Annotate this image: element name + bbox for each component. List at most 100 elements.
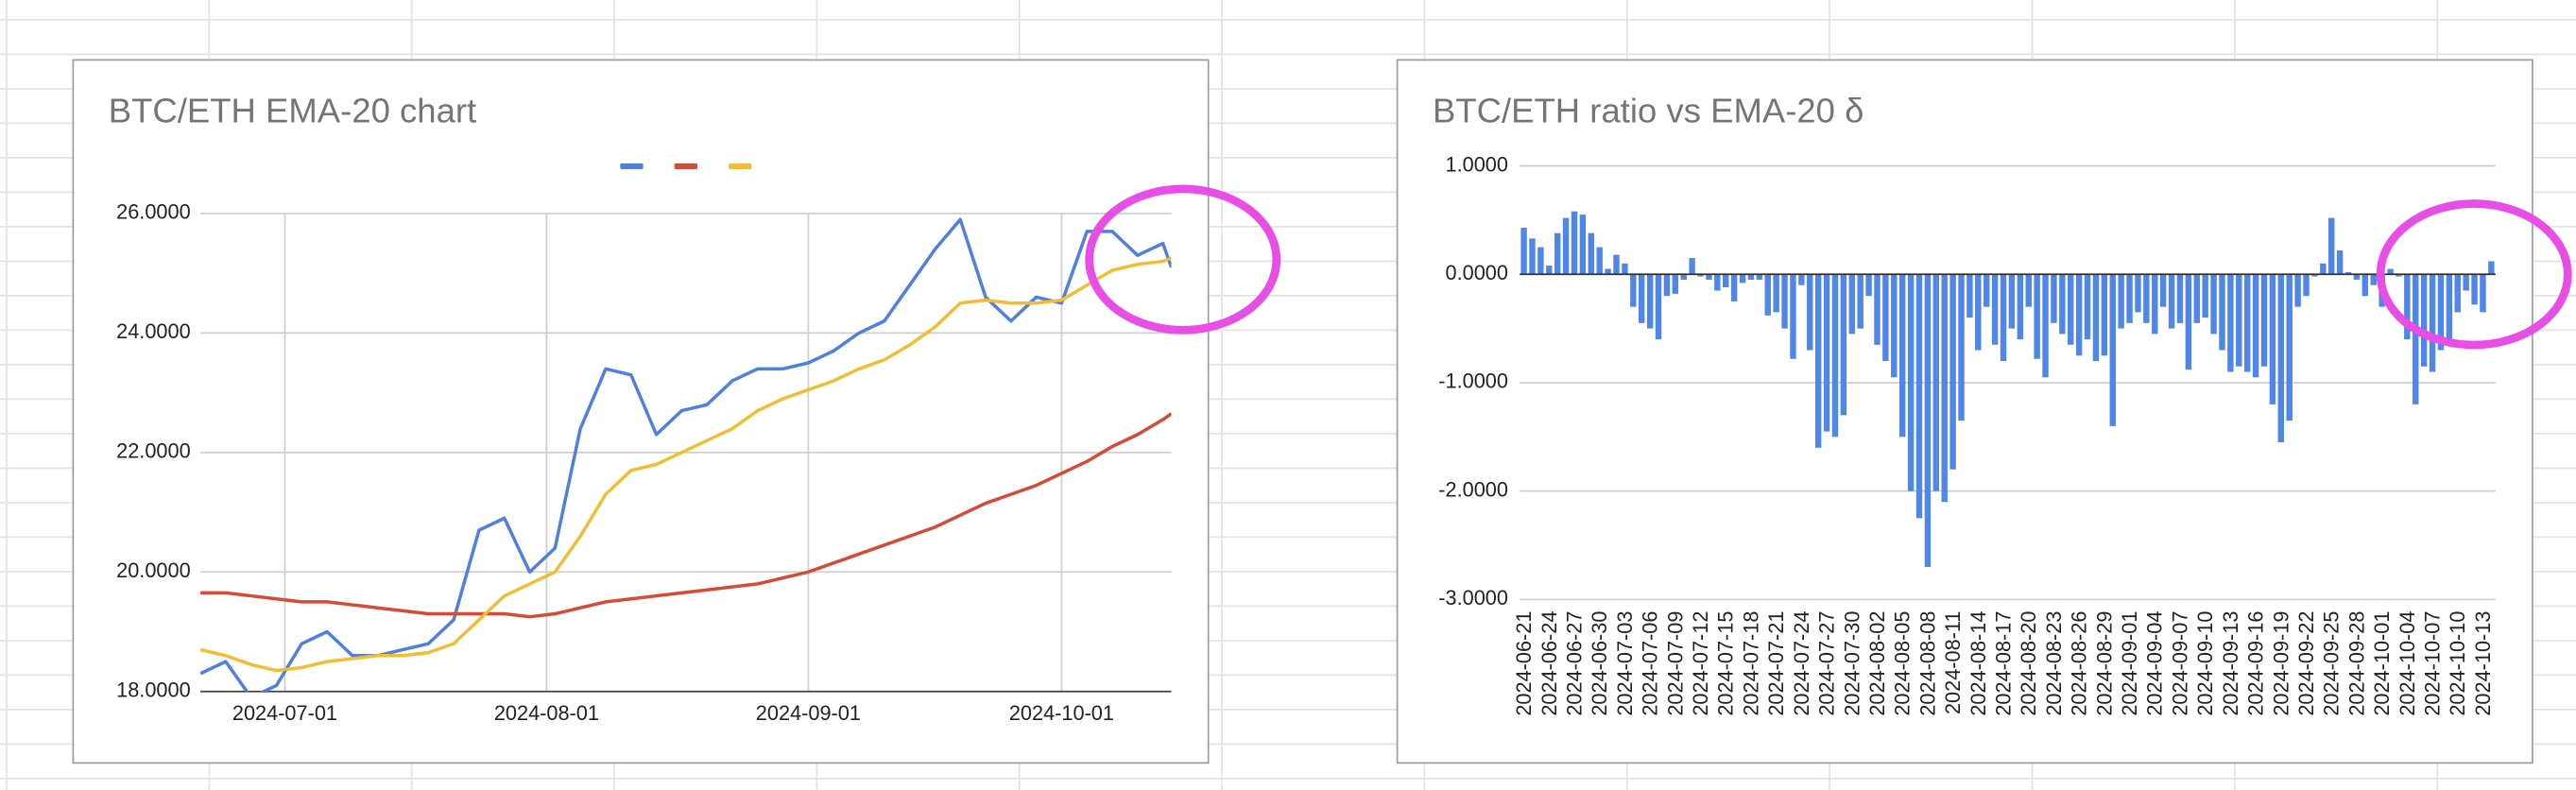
bar [1865, 274, 1872, 297]
legend-swatch [729, 163, 752, 170]
bar [2344, 271, 2352, 275]
bar [2143, 274, 2150, 323]
bar [2210, 274, 2217, 335]
x-tick-label: 2024-08-02 [1865, 611, 1889, 716]
x-tick-label: 2024-09-19 [2269, 611, 2293, 716]
bar [1807, 274, 1813, 351]
x-tick-label: 2024-08-14 [1966, 611, 1990, 716]
y-tick-label: 0.0000 [1446, 261, 1508, 284]
bar [2176, 274, 2184, 323]
bar [1823, 274, 1830, 432]
bar [1571, 211, 1578, 275]
series-line [200, 412, 1172, 619]
x-tick-label: 2024-09-10 [2193, 611, 2217, 716]
bar [1655, 274, 1662, 340]
x-tick-label: 2024-07-15 [1714, 611, 1738, 716]
bar [2488, 261, 2495, 275]
bar [2260, 274, 2268, 367]
y-tick-label: 1.0000 [1446, 152, 1508, 176]
bar [2328, 217, 2335, 275]
bar [2269, 274, 2276, 404]
bar [2396, 274, 2402, 277]
bar [2101, 274, 2108, 356]
x-tick-label: 2024-08-11 [1941, 611, 1965, 714]
x-tick-label: 2024-08-01 [494, 701, 599, 725]
bar [1537, 247, 1544, 275]
bar [1941, 274, 1948, 503]
x-tick-label: 2024-07-12 [1689, 611, 1712, 716]
bar [2075, 274, 2083, 356]
bar [2437, 274, 2445, 351]
bar [1975, 274, 1982, 351]
bar [2361, 274, 2369, 297]
x-tick-label: 2024-09-13 [2219, 611, 2242, 716]
y-tick-label: 20.0000 [116, 558, 191, 582]
series-line [200, 256, 1172, 673]
bar [2017, 274, 2024, 340]
chart-frame[interactable] [72, 59, 1210, 764]
bar [2387, 268, 2394, 275]
bar [1848, 274, 1855, 335]
bar [1596, 247, 1603, 275]
x-tick-label: 2024-07-24 [1790, 611, 1813, 716]
x-tick-label: 2024-08-17 [1991, 611, 2015, 716]
bar [1622, 263, 1628, 275]
x-tick-label: 2024-09-07 [2168, 611, 2191, 716]
bar [1730, 274, 1738, 301]
bar [1831, 274, 1839, 438]
bar [2463, 274, 2469, 291]
x-tick-label: 2024-09-01 [2118, 611, 2141, 716]
bar [2227, 274, 2234, 372]
bar [2446, 274, 2453, 340]
x-tick-label: 2024-07-27 [1815, 611, 1839, 716]
x-tick-label: 2024-09-01 [756, 701, 861, 725]
bar [2034, 274, 2040, 359]
bar [1966, 274, 1973, 318]
bar [2404, 274, 2411, 340]
legend-swatch [674, 163, 698, 170]
bar [2118, 274, 2124, 329]
bar [1907, 274, 1915, 491]
bar [2068, 274, 2074, 345]
x-tick-label: 2024-08-05 [1891, 611, 1915, 716]
bar [1562, 217, 1570, 275]
bar [2294, 274, 2301, 307]
bar [1857, 274, 1863, 329]
bar [2471, 274, 2478, 305]
bar [2042, 274, 2049, 378]
y-tick-label: 24.0000 [116, 319, 191, 343]
x-tick-label: 2024-08-26 [2068, 611, 2091, 716]
bar [1554, 232, 1561, 275]
bar [1790, 274, 1796, 359]
x-tick-label: 2024-08-23 [2042, 611, 2066, 716]
bar [2092, 274, 2100, 362]
y-tick-label: 18.0000 [116, 678, 191, 701]
bar [1723, 274, 1729, 288]
x-tick-label: 2024-10-07 [2421, 611, 2445, 716]
bar [1891, 274, 1898, 378]
bar [1680, 274, 1687, 280]
bar [2454, 274, 2461, 313]
y-tick-label: -1.0000 [1438, 369, 1508, 393]
bar [2025, 274, 2032, 307]
bar [1630, 274, 1637, 307]
chart-title: BTC/ETH ratio vs EMA-20 δ [1433, 92, 1863, 130]
chart-frame[interactable] [1396, 59, 2533, 764]
bar [1613, 254, 1620, 275]
bar [1949, 274, 1956, 470]
x-tick-label: 2024-08-08 [1915, 611, 1939, 716]
bar [2109, 274, 2116, 426]
bar [2168, 274, 2175, 329]
bar [2243, 274, 2251, 372]
x-tick-label: 2024-07-18 [1739, 611, 1762, 716]
x-tick-label: 2024-08-29 [2092, 611, 2116, 716]
bar [2051, 274, 2057, 323]
bar [2303, 274, 2310, 297]
x-tick-label: 2024-10-01 [2370, 611, 2394, 716]
x-tick-label: 2024-07-21 [1764, 611, 1788, 716]
bar [1706, 274, 1712, 280]
bar [1605, 268, 1611, 275]
x-tick-label: 2024-07-30 [1840, 611, 1863, 716]
chart-title: BTC/ETH EMA-20 chart [109, 92, 476, 130]
